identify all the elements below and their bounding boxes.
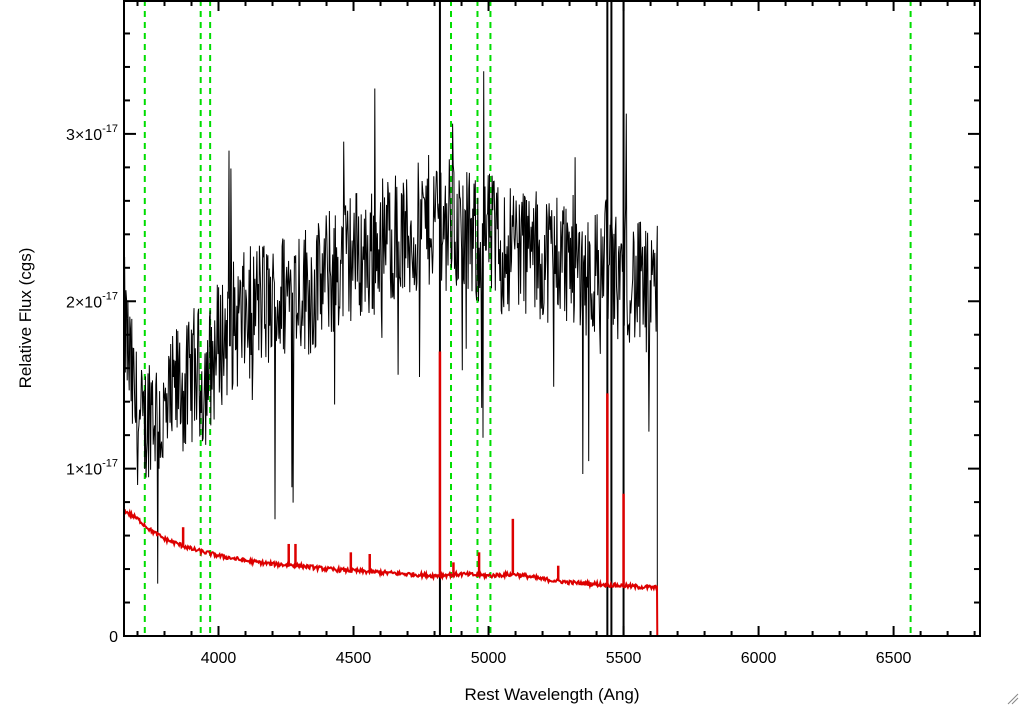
resize-grip-icon[interactable] (1007, 693, 1019, 705)
series-layer (123, 0, 980, 637)
y-tick-label-exponent: -17 (102, 458, 118, 470)
x-axis-label: Rest Wavelength (Ang) (464, 685, 639, 704)
y-axis-label: Relative Flux (cgs) (16, 248, 35, 389)
y-tick-label-base: 1×10 (66, 462, 102, 479)
x-tick-label: 6000 (741, 650, 777, 667)
x-tick-label: 6500 (876, 650, 912, 667)
y-tick-label-exponent: -17 (102, 123, 118, 135)
x-tick-label: 5500 (606, 650, 642, 667)
x-tick-label: 4000 (201, 650, 237, 667)
y-tick-label-base: 0 (109, 629, 118, 646)
x-tick-label: 5000 (471, 650, 507, 667)
tick-labels: 4000 4500 5000 5500 6000 650001×10-172×10-173… (66, 123, 911, 667)
y-tick-label: 3×10-17 (66, 123, 118, 144)
reference-lines (143, 0, 912, 636)
model-spectrum-line (123, 508, 980, 637)
y-tick-label-exponent: -17 (102, 290, 118, 302)
y-tick-label: 0 (109, 629, 118, 646)
y-tick-label-base: 3×10 (66, 127, 102, 144)
plot-frame (123, 0, 981, 637)
axis-ticks (124, 1, 980, 637)
y-tick-label: 1×10-17 (66, 458, 118, 479)
y-tick-label-base: 2×10 (66, 294, 102, 311)
observed-spectrum-line (123, 71, 658, 636)
x-tick-label: 4500 (336, 650, 372, 667)
y-tick-label: 2×10-17 (66, 290, 118, 311)
